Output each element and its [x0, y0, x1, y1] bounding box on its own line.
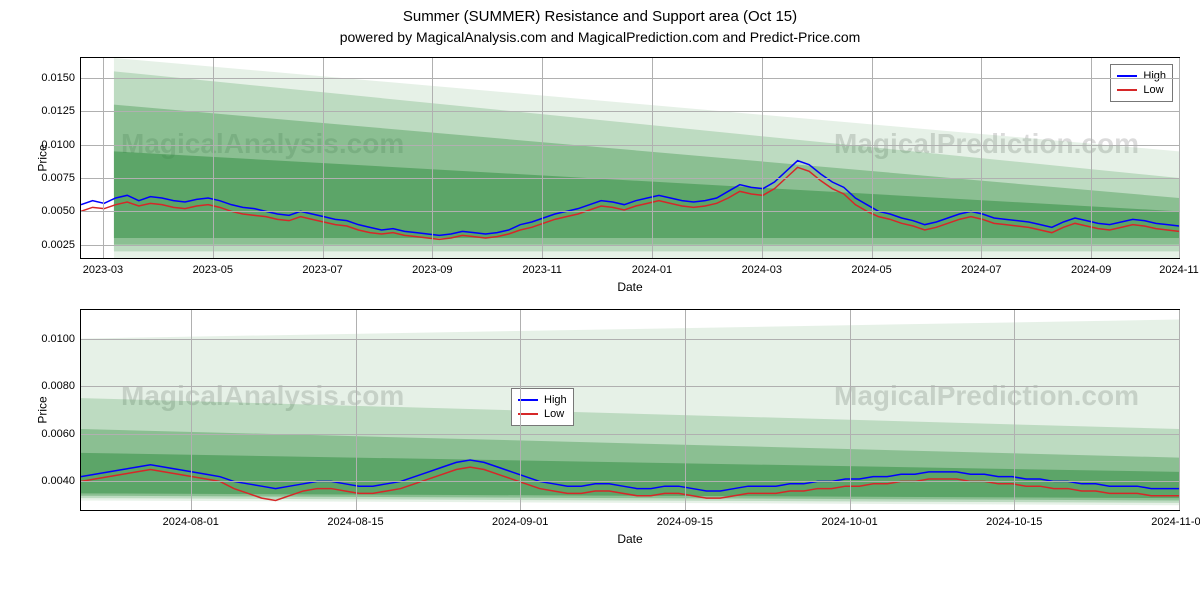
legend-label-high: High [1143, 69, 1166, 83]
legend-label-high: High [544, 393, 567, 407]
ytick-label: 0.0050 [41, 205, 75, 217]
gridline-v [652, 58, 653, 258]
gridline-h [81, 178, 1179, 179]
xtick-label: 2024-08-01 [163, 516, 219, 528]
gridline-v [1091, 58, 1092, 258]
xtick-label: 2024-03 [742, 264, 782, 276]
chart-subtitle: powered by MagicalAnalysis.com and Magic… [0, 29, 1200, 45]
xtick-label: 2024-10-15 [986, 516, 1042, 528]
legend-top: High Low [1110, 64, 1173, 102]
xtick-label: 2024-07 [961, 264, 1001, 276]
legend-label-low: Low [1143, 83, 1163, 97]
xtick-label: 2024-05 [851, 264, 891, 276]
legend-swatch-high [1117, 75, 1137, 77]
ytick-label: 0.0025 [41, 239, 75, 251]
support-resistance-band [114, 105, 1179, 245]
gridline-v [323, 58, 324, 258]
ytick-label: 0.0040 [41, 475, 75, 487]
gridline-v [1179, 58, 1180, 258]
gridline-v [520, 310, 521, 510]
watermark-right: MagicalPrediction.com [834, 380, 1139, 412]
chart-title: Summer (SUMMER) Resistance and Support a… [0, 8, 1200, 25]
gridline-v [1014, 310, 1015, 510]
xtick-label: 2023-03 [83, 264, 123, 276]
gridline-v [542, 58, 543, 258]
xtick-label: 2023-07 [302, 264, 342, 276]
watermark-left: MagicalAnalysis.com [121, 380, 404, 412]
ylabel-bottom: Price [36, 396, 50, 423]
support-resistance-band [114, 151, 1179, 238]
gridline-v [850, 310, 851, 510]
gridline-v [1179, 310, 1180, 510]
line-high [81, 161, 1179, 236]
xtick-label: 2024-09-15 [657, 516, 713, 528]
line-layer-top [81, 58, 1179, 258]
gridline-h [81, 78, 1179, 79]
gridline-v [872, 58, 873, 258]
gridline-v [432, 58, 433, 258]
xtick-label: 2024-01 [632, 264, 672, 276]
gridline-v [191, 310, 192, 510]
gridline-v [103, 58, 104, 258]
xtick-label: 2024-09-01 [492, 516, 548, 528]
ytick-label: 0.0075 [41, 172, 75, 184]
gridline-v [981, 58, 982, 258]
ytick-label: 0.0080 [41, 380, 75, 392]
xtick-label: 2024-10-01 [821, 516, 877, 528]
xlabel-bottom: Date [617, 532, 642, 546]
chart-panel-top: Price Date MagicalAnalysis.com MagicalPr… [80, 57, 1180, 259]
gridline-h [81, 211, 1179, 212]
legend-label-low: Low [544, 407, 564, 421]
xtick-label: 2023-11 [522, 264, 562, 276]
gridline-v [685, 310, 686, 510]
gridline-v [356, 310, 357, 510]
legend-swatch-low [1117, 89, 1137, 91]
xtick-label: 2024-08-15 [327, 516, 383, 528]
ytick-label: 0.0100 [41, 139, 75, 151]
support-resistance-band [114, 58, 1179, 258]
ytick-label: 0.0100 [41, 333, 75, 345]
gridline-h [81, 111, 1179, 112]
legend-row-low: Low [1117, 83, 1166, 97]
gridline-v [762, 58, 763, 258]
legend-row-high: High [1117, 69, 1166, 83]
support-resistance-band [114, 71, 1179, 251]
xtick-label: 2023-05 [193, 264, 233, 276]
ytick-label: 0.0060 [41, 428, 75, 440]
xtick-label: 2024-11 [1159, 264, 1199, 276]
xtick-label: 2024-11-01 [1151, 516, 1200, 528]
xlabel-top: Date [617, 280, 642, 294]
gridline-h [81, 145, 1179, 146]
legend-row-high: High [518, 393, 567, 407]
gridline-h [81, 245, 1179, 246]
gridline-v [213, 58, 214, 258]
xtick-label: 2023-09 [412, 264, 452, 276]
xtick-label: 2024-09 [1071, 264, 1111, 276]
ytick-label: 0.0125 [41, 105, 75, 117]
legend-row-low: Low [518, 407, 567, 421]
ytick-label: 0.0150 [41, 72, 75, 84]
chart-panel-bottom: Price Date MagicalAnalysis.com MagicalPr… [80, 309, 1180, 511]
